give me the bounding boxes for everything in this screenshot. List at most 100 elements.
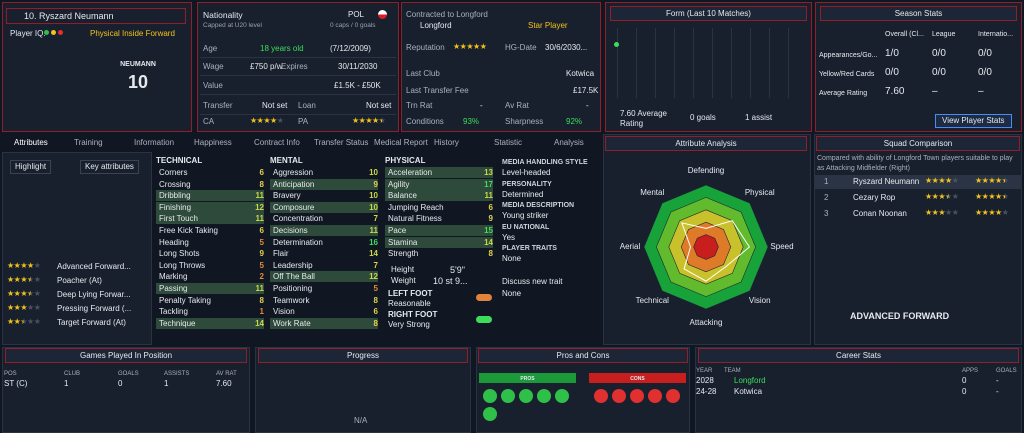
key-highlight (156, 213, 264, 225)
key-attributes-dropdown[interactable]: Key attributes (80, 160, 139, 174)
panel-title: Career Stats (836, 351, 881, 360)
star-rating: ★★★★★ (453, 42, 487, 51)
key-highlight (156, 190, 264, 202)
contract-panel (401, 2, 601, 132)
text: MEDIA HANDLING STYLE (502, 159, 588, 166)
attribute-name: Free Kick Taking (159, 226, 218, 235)
text: Sharpness (505, 117, 544, 126)
text: 24-28 (696, 387, 717, 396)
text: 18 years old (260, 44, 304, 53)
view-stats-button[interactable]: View Player Stats (935, 114, 1012, 128)
role-name: Advanced Forward... (57, 262, 131, 271)
attribute-name: Finishing (159, 202, 192, 212)
flag-icon (378, 10, 387, 19)
key-highlight (385, 236, 493, 248)
form-slot (750, 28, 751, 98)
tab[interactable]: Contract Info (254, 138, 300, 147)
tab[interactable]: Attributes (14, 138, 48, 147)
form-slot (636, 28, 637, 98)
role-name: Poacher (At) (57, 276, 102, 285)
attribute-value: 10 (369, 191, 378, 201)
radar-axis-label: Vision (748, 295, 771, 305)
text: None (502, 254, 522, 263)
attribute-name: Leadership (273, 260, 313, 270)
text: 0/0 (978, 48, 992, 59)
attribute-name: Strength (388, 249, 419, 259)
text: Conditions (406, 117, 444, 126)
attribute-name: Natural Fitness (388, 214, 442, 224)
text: Contracted to Longford (406, 10, 488, 19)
highlight-dropdown[interactable]: Highlight (10, 160, 52, 174)
text: N/A (354, 416, 368, 425)
squad-panel (814, 134, 1022, 345)
attribute-value: 8 (259, 295, 264, 305)
shirt-name: NEUMANN (120, 61, 156, 68)
text: Nationality (203, 10, 243, 20)
tab[interactable]: Training (74, 138, 103, 147)
tab[interactable]: Analysis (554, 138, 584, 147)
attribute-value: 8 (373, 318, 378, 328)
attribute-name: Work Rate (273, 318, 311, 328)
tab[interactable]: Statistic (494, 138, 523, 147)
text: Determined (502, 189, 544, 199)
attribute-name: Teamwork (273, 295, 310, 305)
text: 0 (962, 387, 967, 396)
text: 7.60 (885, 86, 905, 97)
text: 30/6/2030... (545, 43, 588, 52)
star-rating: ★★★★★ (7, 317, 41, 326)
star-rating: ★★★★★ (7, 275, 41, 284)
panel-title: Squad Comparison (883, 139, 953, 148)
key-highlight (156, 201, 264, 213)
tab[interactable]: Medical Report (374, 138, 428, 147)
attribute-name: Long Shots (159, 249, 200, 259)
attribute-name: Agility (388, 179, 410, 189)
tab[interactable]: Happiness (194, 138, 232, 147)
text: - (480, 101, 483, 110)
attribute-name: Pace (388, 226, 407, 235)
shirt-number: 10 (127, 72, 149, 92)
text: Internatio... (978, 31, 1014, 38)
radar-ring (693, 234, 719, 260)
text: POL (348, 10, 365, 19)
trait-icon (537, 389, 551, 403)
attribute-group: MENTAL (270, 156, 303, 165)
row-line (200, 114, 396, 115)
attribute-name: Tackling (159, 307, 188, 317)
text: Reasonable (388, 299, 431, 308)
attribute-name: Technique (159, 318, 196, 328)
trait-icon (519, 389, 533, 403)
role-name: Pressing Forward (... (57, 304, 132, 313)
attribute-value: 14 (255, 318, 264, 328)
trait-icon (501, 389, 515, 403)
attribute-name: Balance (388, 191, 417, 201)
positions-panel (2, 152, 152, 345)
text: £1.5K - £50K (334, 81, 381, 90)
tab[interactable]: Information (134, 138, 175, 147)
attribute-name: Flair (273, 249, 289, 259)
form-slot (788, 28, 789, 98)
tab[interactable]: Transfer Status (314, 138, 369, 147)
text: PA (298, 117, 309, 126)
tab[interactable]: History (434, 138, 459, 147)
attribute-value: 11 (369, 226, 378, 235)
text: – (932, 86, 938, 97)
text: Discuss new trait (502, 277, 563, 286)
attribute-name: Heading (159, 237, 189, 247)
attribute-value: 15 (484, 226, 493, 235)
text: 1 (824, 177, 829, 186)
player-role: Physical Inside Forward (90, 29, 175, 38)
info-panel (197, 2, 399, 132)
text: Expires (281, 62, 308, 71)
text: CLUB (64, 371, 81, 377)
star-rating: ★★★★★ (352, 116, 386, 125)
panel-header (610, 6, 807, 21)
iq-dot (58, 30, 63, 35)
attribute-value: 8 (259, 179, 264, 189)
attribute-value: 11 (255, 191, 264, 201)
trait-icon (630, 389, 644, 403)
radar-axis-label: Speed (770, 242, 794, 251)
text: None (502, 289, 522, 298)
text: Longford (734, 376, 766, 385)
form-dot (614, 42, 619, 47)
trait-icon (483, 407, 497, 421)
